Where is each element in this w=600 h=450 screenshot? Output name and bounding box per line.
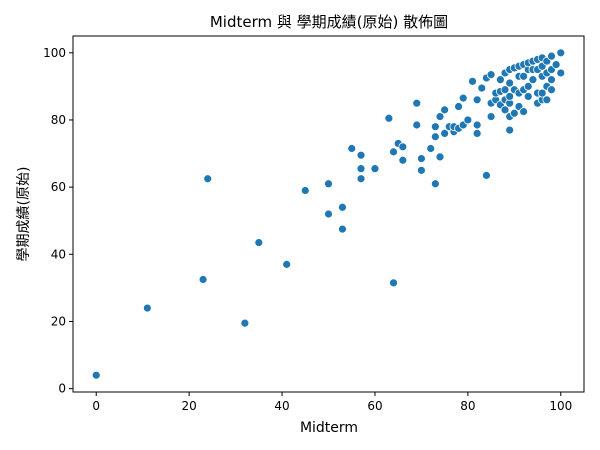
data-point [528, 75, 538, 85]
data-point [282, 259, 292, 269]
y-tick-label: 100 [43, 46, 66, 60]
x-tick-label: 60 [367, 399, 382, 413]
data-point [430, 122, 440, 132]
data-point [551, 60, 561, 69]
data-point [440, 105, 450, 115]
data-point [463, 115, 473, 125]
data-point [347, 144, 357, 153]
data-point [486, 112, 496, 122]
y-tick-label: 80 [51, 113, 66, 127]
y-tick-label: 0 [58, 382, 66, 396]
chart-title: Midterm 與 學期成績(原始) 散佈圖 [210, 13, 448, 31]
data-point [472, 128, 482, 138]
data-point [547, 51, 556, 61]
data-point [472, 95, 482, 105]
data-point [556, 48, 566, 58]
data-point [389, 147, 398, 157]
data-point [547, 75, 556, 85]
data-point [519, 107, 529, 116]
data-point [370, 164, 380, 174]
data-point [454, 102, 463, 111]
data-point [523, 81, 533, 91]
data-point [338, 202, 347, 212]
data-points [91, 48, 566, 380]
data-point [240, 318, 250, 328]
data-point [430, 179, 440, 189]
y-ticks: 0 20 40 60 80 100 [43, 46, 73, 396]
data-point [198, 275, 208, 284]
x-tick-label: 40 [274, 399, 289, 413]
y-tick-label: 20 [51, 314, 66, 328]
data-point [356, 164, 366, 174]
data-point [412, 98, 422, 108]
data-point [468, 76, 477, 86]
data-point [356, 174, 366, 184]
data-point [417, 165, 426, 175]
data-point [505, 125, 515, 135]
data-point [495, 75, 505, 85]
data-point [203, 174, 213, 184]
data-point [384, 113, 394, 123]
data-point [440, 128, 450, 138]
data-point [300, 186, 310, 195]
data-point [519, 71, 529, 81]
data-point [486, 70, 496, 80]
data-point [523, 92, 533, 101]
data-point [556, 68, 566, 78]
data-point [458, 93, 468, 103]
data-point [324, 209, 333, 219]
x-tick-label: 80 [460, 399, 475, 413]
x-ticks: 0 20 40 60 80 100 [92, 392, 572, 413]
data-point [435, 152, 445, 162]
data-point [435, 112, 445, 122]
data-point [426, 144, 436, 153]
data-point [500, 105, 510, 115]
data-point [417, 154, 426, 163]
data-point [356, 150, 366, 160]
data-point [91, 370, 101, 380]
axes [72, 35, 585, 393]
data-point [412, 120, 422, 130]
data-point [398, 142, 408, 152]
data-point [398, 155, 408, 165]
data-point [477, 83, 487, 93]
data-point [505, 92, 515, 101]
y-tick-label: 40 [51, 247, 66, 261]
data-point [500, 85, 510, 95]
x-tick-label: 20 [181, 399, 196, 413]
data-point [547, 85, 556, 95]
data-point [324, 179, 333, 189]
data-point [509, 108, 519, 118]
data-point [537, 88, 547, 98]
x-tick-label: 0 [92, 399, 100, 413]
y-axis-label: 學期成績(原始) [16, 167, 32, 262]
data-point [482, 170, 491, 180]
data-point [505, 78, 515, 88]
data-point [338, 224, 347, 234]
data-point [254, 238, 264, 247]
data-point [430, 132, 440, 142]
x-tick-label: 100 [549, 399, 572, 413]
data-point [472, 120, 482, 130]
plot-frame [72, 35, 585, 393]
x-axis-label: Midterm [300, 420, 358, 436]
data-point [389, 278, 398, 288]
data-point [142, 303, 152, 313]
y-tick-label: 60 [51, 180, 66, 194]
data-point [542, 95, 552, 105]
